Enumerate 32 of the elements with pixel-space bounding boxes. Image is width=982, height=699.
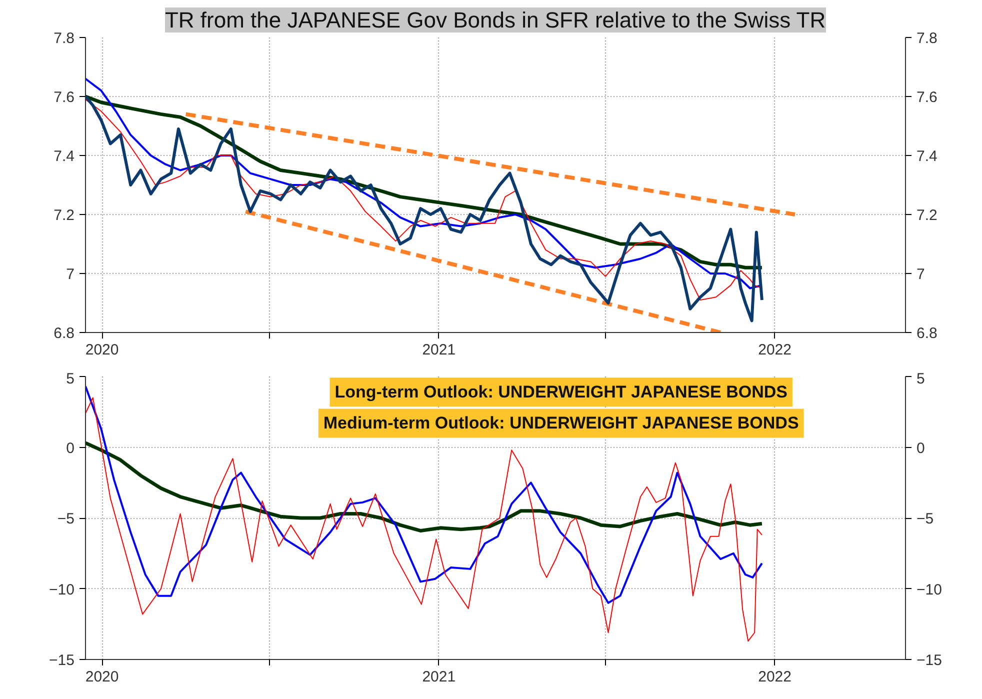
y2-tick-label: −5 bbox=[916, 510, 934, 528]
x-tick-label: 2021 bbox=[422, 342, 456, 358]
y-tick-label: 6.8 bbox=[54, 325, 75, 342]
y2-tick-label: 7.8 bbox=[916, 30, 938, 47]
y-tick-label: 0 bbox=[66, 440, 74, 457]
y-tick-label: 7 bbox=[66, 266, 74, 283]
y-tick-label: 7.4 bbox=[54, 148, 75, 165]
chart-title: TR from the JAPANESE Gov Bonds in SFR relative to the Swiss TR bbox=[164, 8, 826, 32]
y2-tick-label: 5 bbox=[916, 370, 925, 388]
x-tick-label: 2022 bbox=[758, 668, 792, 686]
y-tick-label: 7.6 bbox=[54, 89, 75, 106]
x-tick-label: 2020 bbox=[85, 342, 119, 358]
y2-tick-label: 7.4 bbox=[916, 148, 938, 165]
x-tick-label: 2022 bbox=[758, 342, 792, 358]
y-tick-label: 5 bbox=[66, 370, 74, 388]
y2-tick-label: −10 bbox=[916, 581, 942, 598]
y2-tick-label: 0 bbox=[916, 440, 925, 457]
annotation: Long-term Outlook: UNDERWEIGHT JAPANESE BONDS bbox=[334, 382, 788, 402]
y2-tick-label: −15 bbox=[916, 652, 942, 669]
y-tick-label: −15 bbox=[49, 652, 75, 669]
y-tick-label: −5 bbox=[57, 510, 75, 528]
y-tick-label: 7.2 bbox=[54, 207, 75, 224]
y2-tick-label: 7.6 bbox=[916, 89, 938, 106]
annotation: Medium-term Outlook: UNDERWEIGHT JAPANESE BONDS bbox=[323, 414, 799, 433]
y2-tick-label: 7.2 bbox=[916, 207, 938, 224]
x-tick-label: 2021 bbox=[422, 668, 456, 686]
y-tick-label: 7.8 bbox=[54, 30, 75, 47]
y2-tick-label: 7 bbox=[916, 266, 925, 283]
x-tick-label: 2020 bbox=[85, 668, 119, 686]
y-tick-label: −10 bbox=[49, 581, 75, 598]
y2-tick-label: 6.8 bbox=[916, 325, 938, 342]
line-series bbox=[86, 441, 764, 532]
